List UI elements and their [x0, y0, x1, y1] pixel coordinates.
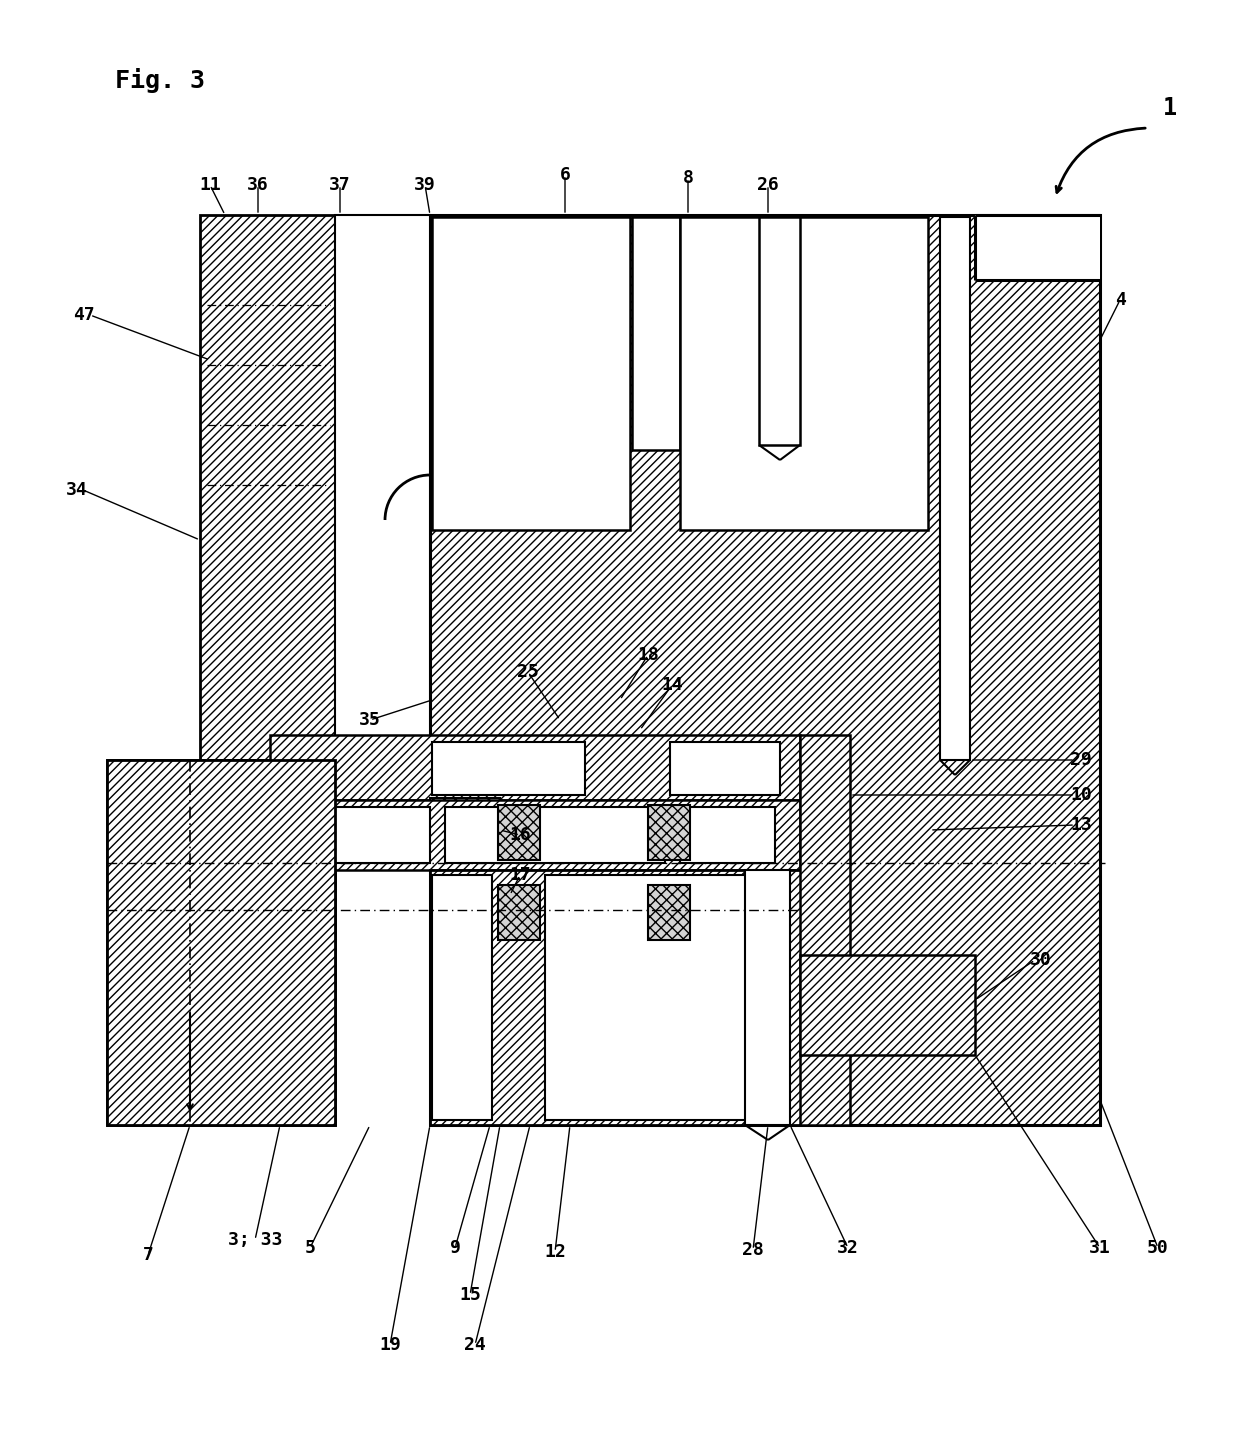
Text: 13: 13 [1070, 816, 1091, 833]
Bar [546, 875, 780, 1120]
Text: 26: 26 [758, 176, 779, 193]
Bar [107, 965, 165, 1025]
Text: 5: 5 [305, 1239, 315, 1257]
Bar [680, 218, 928, 530]
Bar [975, 215, 1100, 281]
Bar [649, 805, 689, 861]
Text: 28: 28 [742, 1242, 764, 1259]
Text: 3; 33: 3; 33 [228, 1232, 283, 1249]
Text: 25: 25 [517, 663, 539, 682]
Text: 6: 6 [559, 166, 570, 183]
Text: 37: 37 [329, 176, 351, 193]
Text: 29: 29 [1070, 750, 1091, 769]
Bar [632, 218, 680, 450]
Text: 8: 8 [682, 169, 693, 188]
Bar [800, 735, 849, 1126]
Text: 18: 18 [637, 646, 658, 664]
Text: 35: 35 [360, 712, 381, 729]
Bar [670, 742, 780, 795]
Text: 15: 15 [459, 1286, 481, 1305]
Text: 4: 4 [1115, 291, 1126, 309]
Text: 30: 30 [1030, 951, 1052, 969]
Bar [432, 742, 585, 795]
Bar [107, 760, 335, 1126]
Text: 17: 17 [510, 866, 531, 884]
Text: 19: 19 [379, 1336, 401, 1355]
Bar [155, 972, 167, 1018]
Bar [430, 798, 500, 838]
Text: 7: 7 [143, 1246, 154, 1264]
Bar [332, 808, 430, 863]
Text: 9: 9 [450, 1239, 460, 1257]
Text: 12: 12 [544, 1243, 565, 1262]
Text: 39: 39 [414, 176, 436, 193]
Bar [680, 808, 775, 863]
Text: 16: 16 [510, 826, 531, 843]
Text: 24: 24 [464, 1336, 486, 1355]
Text: 34: 34 [66, 481, 88, 498]
Bar [107, 760, 335, 1126]
Text: 10: 10 [1070, 786, 1091, 803]
Bar [335, 215, 430, 760]
Bar [649, 885, 689, 939]
Bar [200, 215, 335, 760]
Text: 36: 36 [247, 176, 269, 193]
Text: Fig. 3: Fig. 3 [115, 67, 205, 93]
Bar [498, 805, 539, 861]
Bar [432, 875, 492, 1120]
Bar [270, 735, 800, 800]
Bar [745, 871, 790, 1126]
Bar [430, 871, 820, 1126]
Bar [432, 218, 630, 530]
Bar [445, 808, 665, 863]
Text: 11: 11 [200, 176, 221, 193]
Bar [800, 955, 975, 1055]
Bar [430, 871, 560, 949]
Text: 32: 32 [837, 1239, 859, 1257]
Text: 14: 14 [661, 676, 683, 695]
Bar [498, 885, 539, 939]
Text: 31: 31 [1089, 1239, 1111, 1257]
Text: 47: 47 [73, 306, 95, 324]
Text: 50: 50 [1147, 1239, 1169, 1257]
Bar [759, 218, 800, 445]
Bar [270, 800, 800, 871]
Bar [430, 215, 1100, 1126]
Bar [940, 218, 970, 760]
Text: 1: 1 [1163, 96, 1177, 120]
